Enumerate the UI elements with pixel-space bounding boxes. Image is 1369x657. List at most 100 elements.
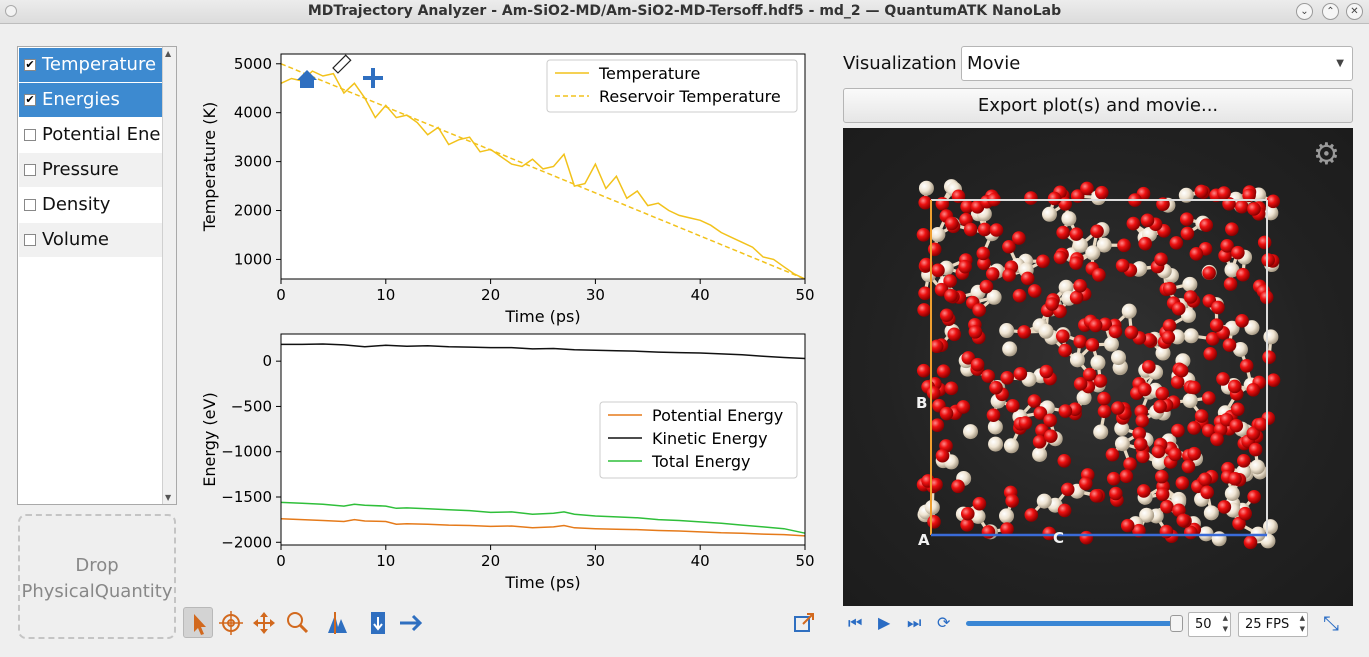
temperature-chart: 0 10 20 30 40 50 1000 2000 3000 4000 5000 Time (ps)…: [200, 53, 815, 326]
y-tick-label: 5000: [234, 55, 272, 73]
quantity-label: Temperature: [42, 54, 157, 75]
energy-chart: 0 10 20 30 40 50 −2000 −1500 −1000 −500 0 Time (ps)…: [200, 333, 815, 592]
legend-entry: Kinetic Energy: [652, 429, 768, 448]
x-tick-label: 20: [481, 286, 500, 304]
minimize-icon[interactable]: ⌄: [1296, 3, 1313, 20]
y-tick-label: 2000: [234, 202, 272, 220]
visualization-label: Visualization: [843, 53, 957, 74]
x-tick-label: 10: [376, 552, 395, 570]
pan-plus-icon[interactable]: [363, 68, 383, 88]
play-icon[interactable]: ▶: [878, 613, 891, 632]
quantity-checkbox[interactable]: [24, 164, 36, 176]
y-axis-label: Energy (eV): [200, 392, 219, 486]
y-tick-label: −1000: [221, 443, 272, 461]
quantity-item[interactable]: Potential Energy: [19, 118, 162, 152]
pan-tool-icon[interactable]: [249, 607, 279, 638]
legend-entry: Potential Energy: [652, 406, 783, 425]
legend-entry: Temperature: [598, 64, 700, 83]
frame-input[interactable]: 50 ▲ ▼: [1188, 612, 1231, 637]
y-tick-label: 4000: [234, 104, 272, 122]
save-data-icon[interactable]: [363, 607, 393, 638]
scroll-down-icon[interactable]: ▼: [165, 493, 172, 502]
structure-viewer[interactable]: A B C ⚙: [843, 128, 1353, 606]
send-to-icon[interactable]: [396, 607, 426, 638]
x-tick-label: 0: [276, 552, 286, 570]
quantity-item[interactable]: Volume: [19, 223, 162, 257]
quantity-label: Potential Energy: [42, 124, 162, 145]
x-tick-label: 50: [795, 552, 814, 570]
visualization-selected-value: Movie: [967, 53, 1021, 74]
legend-box: [599, 401, 798, 479]
series-line: [280, 501, 806, 534]
zoom-box-icon[interactable]: [332, 54, 352, 74]
frame-slider-handle[interactable]: [1170, 615, 1183, 632]
pointer-tool-icon[interactable]: [183, 607, 213, 638]
loop-icon[interactable]: ⟳: [937, 613, 951, 632]
zoom-tool-icon[interactable]: [282, 607, 312, 638]
fps-input[interactable]: 25 FPS ▲ ▼: [1238, 612, 1308, 637]
fps-value: 25 FPS: [1245, 617, 1290, 632]
detach-plot-icon[interactable]: [789, 607, 819, 638]
home-icon[interactable]: [297, 70, 317, 88]
fullscreen-icon[interactable]: ⤡: [1323, 611, 1339, 635]
x-tick-label: 30: [586, 552, 605, 570]
close-icon[interactable]: ✕: [1346, 3, 1363, 20]
quantity-item[interactable]: Pressure: [19, 153, 162, 187]
cell-axis-label: B: [916, 394, 927, 412]
quantity-checkbox[interactable]: ✔: [24, 58, 36, 71]
x-axis-label: Time (ps): [504, 573, 580, 592]
x-tick-label: 40: [691, 286, 710, 304]
quantity-checkbox[interactable]: [24, 234, 36, 246]
gear-icon[interactable]: ⚙: [1313, 137, 1340, 172]
crosshair-tool-icon[interactable]: [216, 607, 246, 638]
quantity-checkbox[interactable]: ✔: [24, 93, 36, 106]
atom-structure[interactable]: A B C: [843, 128, 1353, 606]
quantity-label: Density: [42, 194, 111, 215]
maximize-icon[interactable]: ⌃: [1322, 3, 1339, 20]
visualization-select[interactable]: Movie ▼: [961, 46, 1353, 81]
legend-entry: Total Energy: [651, 452, 750, 471]
y-axis-label: Temperature (K): [200, 102, 219, 232]
quantity-item[interactable]: ✔ Temperature: [19, 48, 162, 82]
quantity-list[interactable]: ✔ Temperature ✔ Energies Potential Energy Pre…: [17, 46, 177, 505]
window-menu-icon[interactable]: [5, 5, 17, 17]
series-line: [280, 517, 806, 537]
series-line: [280, 70, 806, 280]
export-button[interactable]: Export plot(s) and movie...: [843, 88, 1353, 123]
x-axis-label: Time (ps): [504, 307, 580, 326]
fps-stepper-icon[interactable]: ▲ ▼: [1299, 614, 1305, 633]
quantity-label: Energies: [42, 89, 120, 110]
x-tick-label: 50: [795, 286, 814, 304]
x-tick-label: 20: [481, 552, 500, 570]
movie-controls: ⏮ ▶ ⏭ ⟳ 50 ▲ ▼ 25 FPS ▲ ▼ ⤡: [843, 609, 1353, 639]
plot-frame: [280, 53, 806, 280]
quantity-label: Pressure: [42, 159, 119, 180]
drop-physical-quantity-zone[interactable]: Drop PhysicalQuantity: [18, 514, 176, 639]
quantity-item[interactable]: ✔ Energies: [19, 83, 162, 117]
series-line: [281, 343, 806, 360]
frame-stepper-icon[interactable]: ▲ ▼: [1222, 614, 1228, 633]
first-frame-icon[interactable]: ⏮: [848, 613, 863, 632]
drop-zone-label: Drop PhysicalQuantity: [21, 555, 173, 602]
quantity-checkbox[interactable]: [24, 129, 36, 141]
legend-entry: Reservoir Temperature: [599, 87, 781, 106]
quantity-checkbox[interactable]: [24, 199, 36, 211]
peak-tool-icon[interactable]: [323, 607, 353, 638]
series-line: [280, 63, 806, 280]
chevron-down-icon: ▼: [1336, 58, 1344, 69]
y-tick-label: 3000: [234, 153, 272, 171]
frame-slider-track[interactable]: [966, 621, 1178, 626]
y-tick-label: 0: [262, 352, 272, 370]
plot-frame: [280, 333, 806, 546]
quantity-item[interactable]: Density: [19, 188, 162, 222]
quantity-label: Volume: [42, 229, 109, 250]
cell-axis-label: C: [1053, 529, 1064, 547]
scroll-up-icon[interactable]: ▲: [165, 49, 172, 58]
x-tick-label: 0: [276, 286, 286, 304]
atoms: [916, 179, 1281, 550]
y-tick-label: −1500: [221, 488, 272, 506]
y-tick-label: −500: [231, 397, 272, 415]
last-frame-icon[interactable]: ⏭: [907, 613, 922, 632]
quantity-list-scrollbar[interactable]: ▲ ▼: [162, 47, 176, 504]
